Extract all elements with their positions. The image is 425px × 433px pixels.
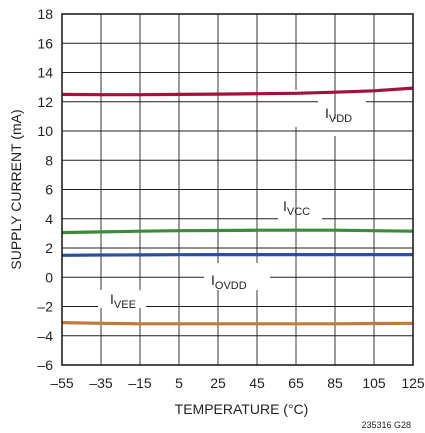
x-tick-label: 105 (362, 375, 386, 391)
series-label-ovdd: IOVDD (211, 272, 247, 292)
y-tick-label: 2 (45, 240, 53, 256)
series-line-ovdd (61, 253, 413, 257)
series-line-vee (61, 321, 414, 326)
series-labels: IVDD IVCC IOVDD IVEE (110, 105, 352, 311)
y-tick-label: 8 (45, 152, 53, 168)
x-axis-title: TEMPERATURE (°C) (175, 401, 309, 417)
series-line-vcc (61, 228, 414, 235)
y-tick-label: 18 (37, 6, 53, 22)
y-tick-label: –4 (37, 328, 53, 344)
series-label-vee: IVEE (110, 291, 136, 311)
x-tick-label: 65 (288, 375, 304, 391)
y-tick-label: 12 (37, 94, 53, 110)
plot-frame (61, 13, 414, 366)
y-tick-label: 14 (37, 65, 53, 81)
x-tick-label: –35 (89, 375, 113, 391)
x-tick-labels: –55 –35 –15 5 25 45 65 85 105 125 (50, 375, 425, 391)
y-tick-labels: –6 –4 –2 0 2 4 6 8 10 12 14 16 18 (37, 6, 53, 373)
x-tick-label: 25 (210, 375, 226, 391)
grid (62, 14, 413, 365)
series-label-vcc: IVCC (283, 198, 310, 218)
series-lines (61, 86, 414, 326)
y-tick-label: 0 (45, 269, 53, 285)
x-tick-label: 85 (327, 375, 343, 391)
figure-id: 235316 G28 (361, 420, 411, 430)
x-tick-label: –55 (50, 375, 74, 391)
y-tick-label: 6 (45, 182, 53, 198)
y-tick-label: –2 (37, 299, 53, 315)
y-axis-title: SUPPLY CURRENT (mA) (8, 109, 24, 269)
x-tick-label: 5 (175, 375, 183, 391)
y-tick-label: 4 (45, 211, 53, 227)
y-tick-label: –6 (37, 357, 53, 373)
x-tick-label: 45 (249, 375, 265, 391)
x-tick-label: –15 (128, 375, 152, 391)
y-tick-label: 10 (37, 123, 53, 139)
y-tick-label: 16 (37, 35, 53, 51)
series-line-vdd (61, 86, 414, 97)
x-tick-label: 125 (401, 375, 425, 391)
series-label-vdd: IVDD (325, 105, 352, 125)
